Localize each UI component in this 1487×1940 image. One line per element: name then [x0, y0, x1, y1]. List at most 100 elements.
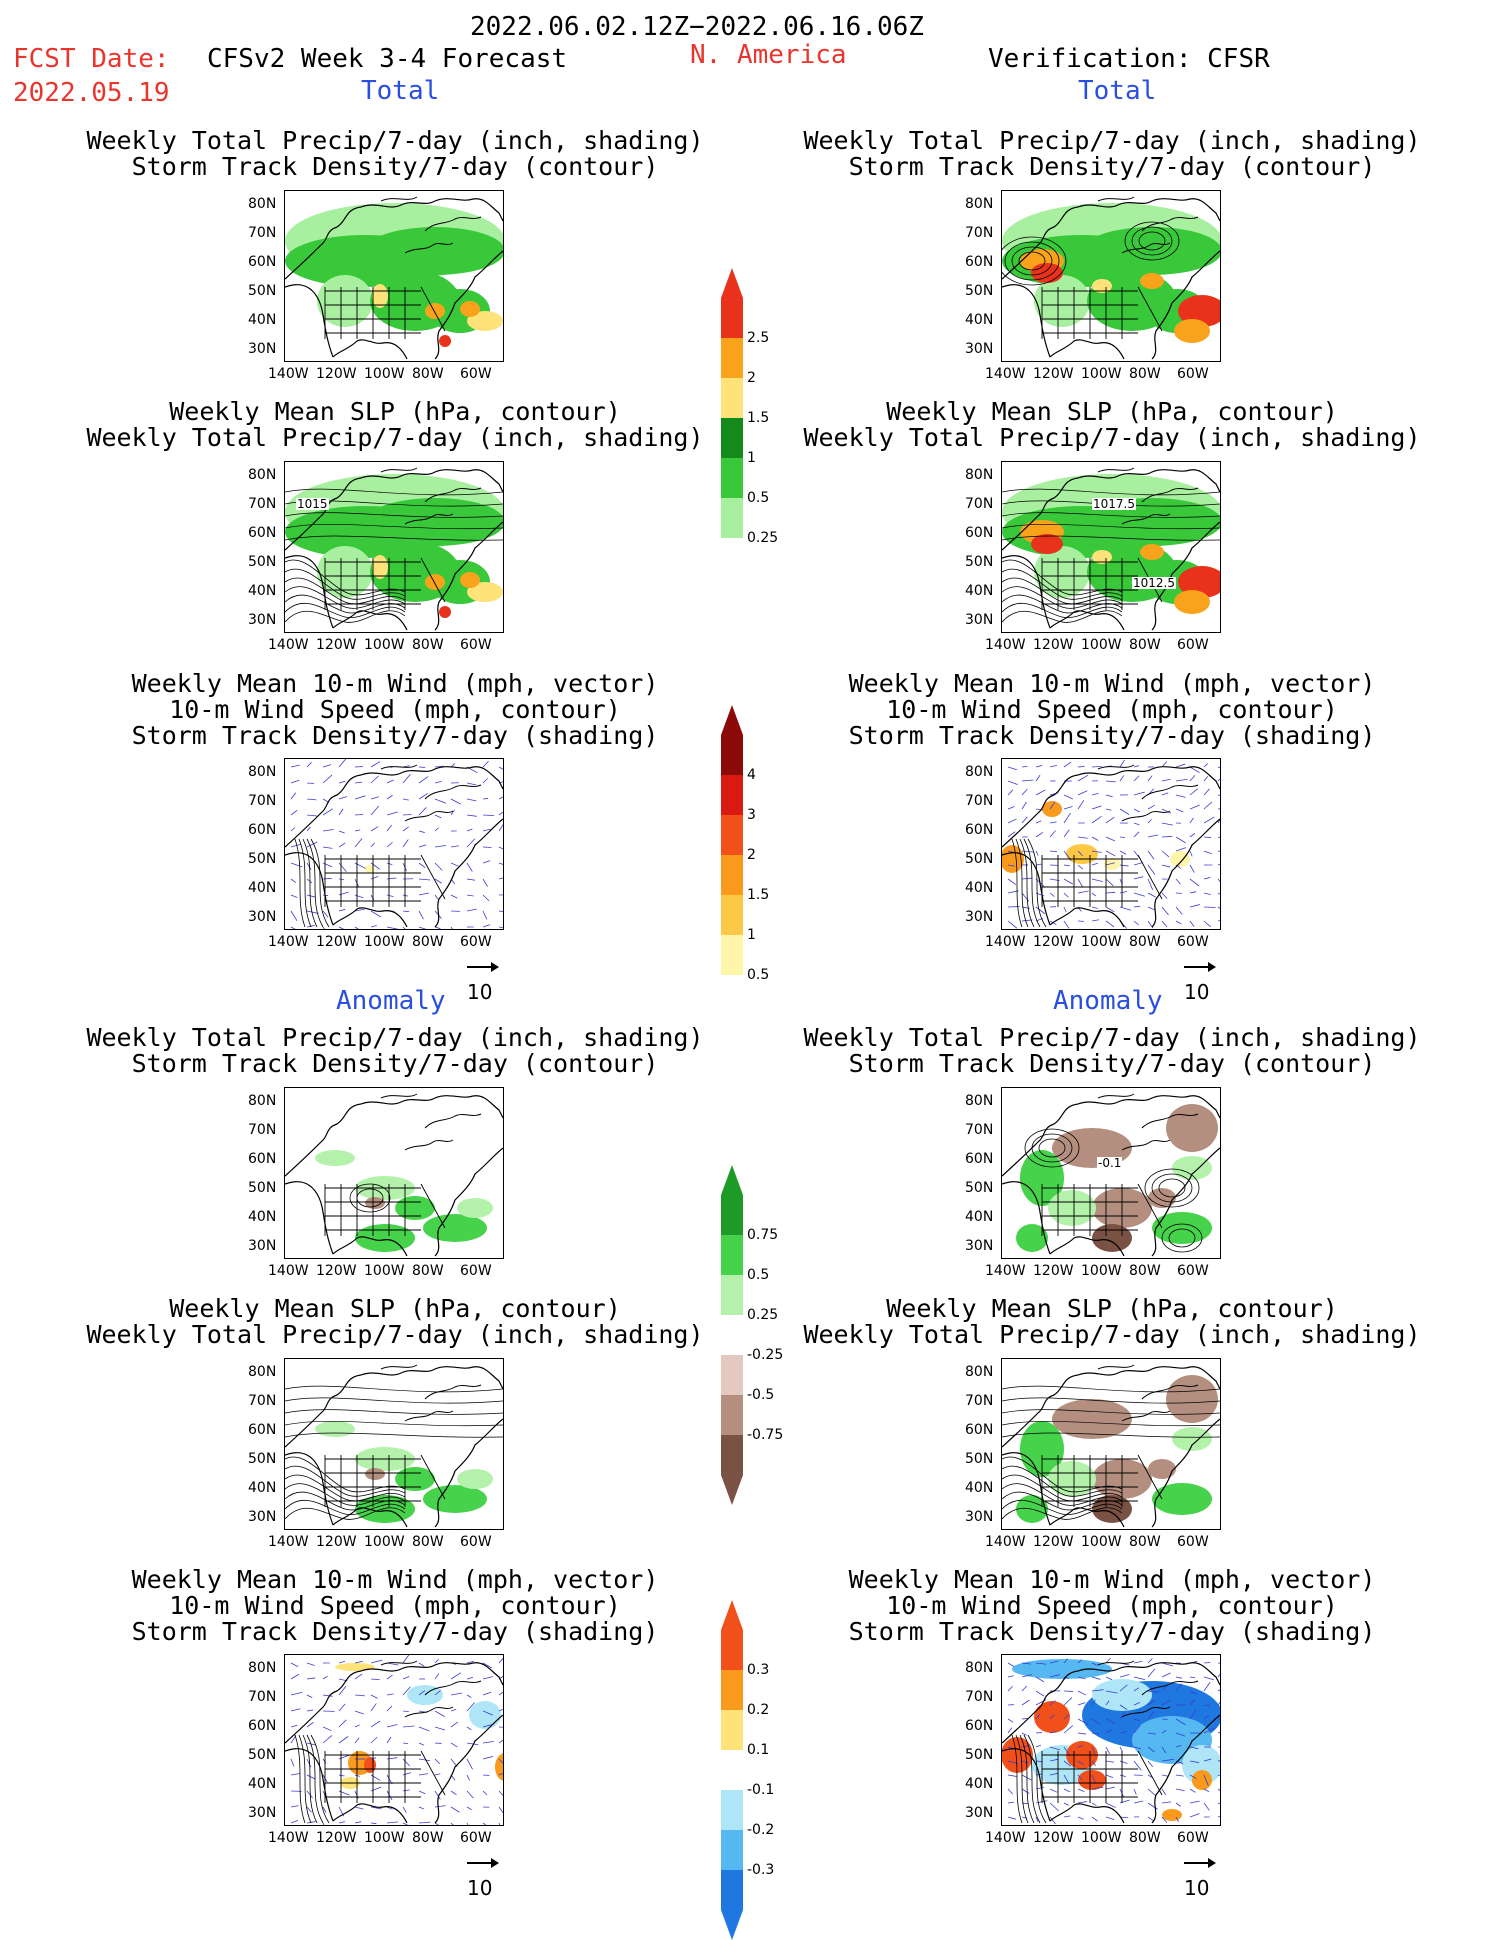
contour-label: -0.1 — [1097, 1157, 1122, 1169]
lon-tick-label: 100W — [1081, 637, 1122, 653]
section-anomaly-left: Anomaly — [336, 988, 446, 1014]
lon-tick-label: 120W — [1033, 1263, 1074, 1279]
lon-tick-label: 100W — [364, 637, 405, 653]
panel-title-line: Storm Track Density/7-day (shading) — [75, 723, 715, 749]
colorbar-label: -0.25 — [747, 1347, 783, 1363]
lat-tick-label: 70N — [965, 496, 993, 512]
panel-title: Weekly Mean SLP (hPa, contour)Weekly Tot… — [75, 399, 715, 451]
lon-tick-label: 100W — [364, 1263, 405, 1279]
lat-tick-label: 40N — [248, 1209, 276, 1225]
section-total-right: Total — [1078, 78, 1156, 104]
colorbar-segment — [721, 1870, 743, 1910]
colorbar-bottom-triangle-icon — [721, 538, 743, 568]
lat-tick-label: 70N — [965, 1689, 993, 1705]
lat-tick-label: 30N — [965, 612, 993, 628]
panel-title: Weekly Total Precip/7-day (inch, shading… — [792, 128, 1432, 180]
lat-tick-label: 50N — [248, 554, 276, 570]
lat-tick-label: 30N — [965, 1238, 993, 1254]
colorbar-top-triangle-icon — [721, 268, 743, 298]
lon-tick-label: 100W — [364, 366, 405, 382]
colorbar-segment — [721, 1315, 743, 1355]
colorbar-segment — [721, 1275, 743, 1315]
vector-reference: 10 — [467, 1876, 492, 1900]
lat-tick-label: 60N — [965, 1422, 993, 1438]
lat-tick-label: 80N — [248, 467, 276, 483]
vector-reference-arrow-icon — [1184, 1862, 1214, 1864]
region-title: N. America — [690, 42, 847, 68]
colorbar-segment — [721, 338, 743, 378]
lon-tick-label: 80W — [412, 934, 444, 950]
colorbar-segment — [721, 1355, 743, 1395]
lat-tick-label: 40N — [965, 1480, 993, 1496]
colorbar-label: 0.25 — [747, 530, 778, 546]
colorbar-segment — [721, 855, 743, 895]
fcst-label: FCST Date: — [13, 46, 170, 72]
lon-tick-label: 60W — [460, 1534, 492, 1550]
lat-tick-label: 60N — [965, 1718, 993, 1734]
panel-title-line: 10-m Wind Speed (mph, contour) — [75, 697, 715, 723]
colorbar-segment — [721, 378, 743, 418]
lon-tick-label: 60W — [1177, 1534, 1209, 1550]
map-panel — [284, 1087, 504, 1259]
lon-tick-label: 100W — [1081, 366, 1122, 382]
colorbar-label: 3 — [747, 807, 756, 823]
colorbar-label: 2 — [747, 370, 756, 386]
colorbar-label: -0.3 — [747, 1862, 774, 1878]
lat-tick-label: 50N — [965, 283, 993, 299]
panel-title-line: 10-m Wind Speed (mph, contour) — [75, 1593, 715, 1619]
lon-tick-label: 120W — [1033, 934, 1074, 950]
contour-label: 1012.5 — [1132, 577, 1176, 589]
map-panel — [284, 190, 504, 362]
panel-title: Weekly Mean 10-m Wind (mph, vector)10-m … — [75, 1567, 715, 1645]
lon-tick-label: 80W — [412, 1534, 444, 1550]
colorbar-label: 1 — [747, 450, 756, 466]
colorbar — [721, 705, 743, 1005]
colorbar-label: 1.5 — [747, 887, 769, 903]
panel-title-line: Weekly Mean SLP (hPa, contour) — [75, 1296, 715, 1322]
colorbar-segment — [721, 458, 743, 498]
colorbar-segment — [721, 1630, 743, 1670]
colorbar-label: 0.5 — [747, 1267, 769, 1283]
colorbar — [721, 268, 743, 568]
lon-tick-label: 100W — [364, 934, 405, 950]
colorbar-segment — [721, 735, 743, 775]
lat-tick-label: 80N — [965, 764, 993, 780]
lon-tick-label: 120W — [1033, 1830, 1074, 1846]
lat-tick-label: 60N — [965, 1151, 993, 1167]
map-panel — [1001, 461, 1221, 633]
lat-tick-label: 80N — [965, 1093, 993, 1109]
panel-title-line: Weekly Total Precip/7-day (inch, shading… — [792, 1322, 1432, 1348]
lon-tick-label: 120W — [316, 637, 357, 653]
lat-tick-label: 70N — [248, 496, 276, 512]
lat-tick-label: 80N — [965, 1660, 993, 1676]
lon-tick-label: 80W — [1129, 934, 1161, 950]
lon-tick-label: 80W — [1129, 1830, 1161, 1846]
colorbar-segment — [721, 775, 743, 815]
lat-tick-label: 30N — [965, 341, 993, 357]
lat-tick-label: 30N — [248, 1805, 276, 1821]
colorbar-segment — [721, 298, 743, 338]
lat-tick-label: 40N — [248, 1480, 276, 1496]
period-title: 2022.06.02.12Z−2022.06.16.06Z — [470, 14, 924, 40]
panel-title-line: Weekly Total Precip/7-day (inch, shading… — [75, 1322, 715, 1348]
colorbar-segment — [721, 815, 743, 855]
lat-tick-label: 50N — [965, 1451, 993, 1467]
colorbar-segment — [721, 418, 743, 458]
lat-tick-label: 70N — [248, 1122, 276, 1138]
lat-tick-label: 50N — [248, 283, 276, 299]
lat-tick-label: 50N — [965, 1180, 993, 1196]
colorbar-segment — [721, 498, 743, 538]
panel-title: Weekly Mean 10-m Wind (mph, vector)10-m … — [75, 671, 715, 749]
lon-tick-label: 140W — [268, 637, 309, 653]
colorbar-label: -0.5 — [747, 1387, 774, 1403]
colorbar-segment — [721, 895, 743, 935]
vector-reference-arrow-icon — [467, 966, 497, 968]
lat-tick-label: 70N — [248, 793, 276, 809]
lon-tick-label: 60W — [460, 366, 492, 382]
lat-tick-label: 60N — [248, 1151, 276, 1167]
lat-tick-label: 80N — [965, 196, 993, 212]
colorbar — [721, 1165, 743, 1505]
colorbar-label: 2 — [747, 847, 756, 863]
lon-tick-label: 60W — [460, 637, 492, 653]
colorbar-label: 0.3 — [747, 1662, 769, 1678]
